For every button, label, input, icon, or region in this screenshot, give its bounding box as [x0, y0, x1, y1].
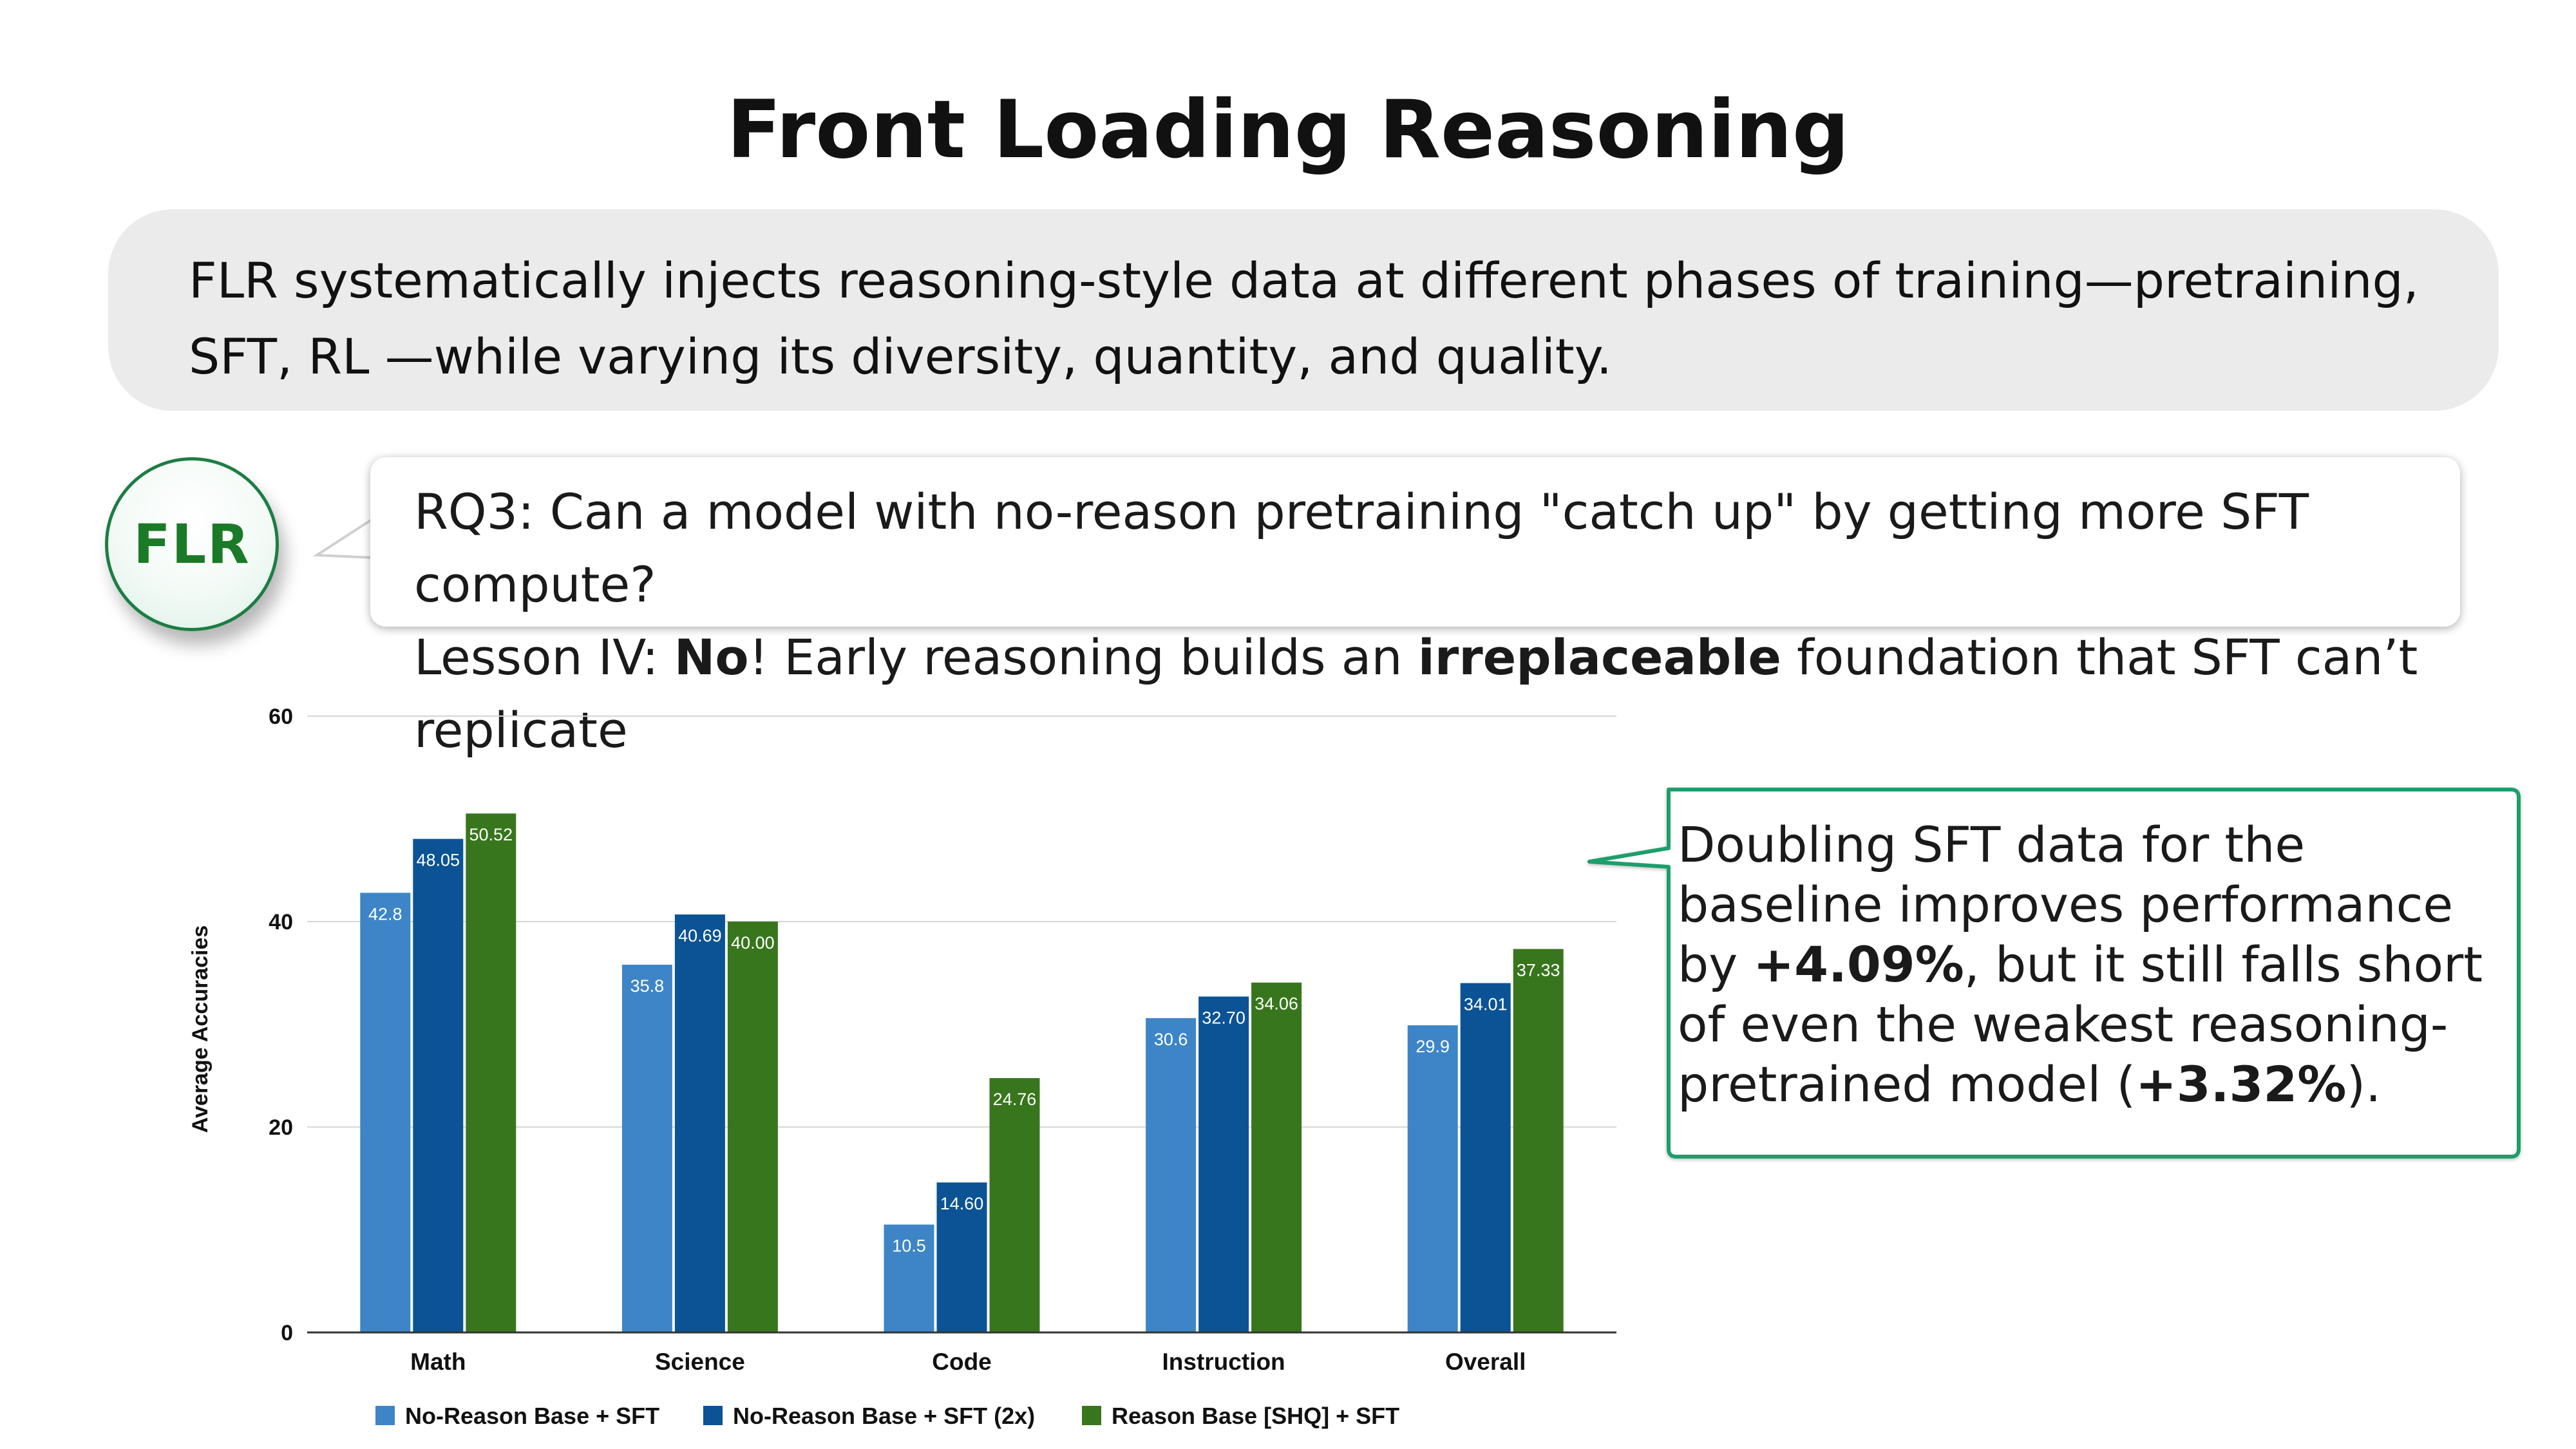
- y-tick-label: 20: [269, 1115, 293, 1140]
- bar: [1198, 996, 1249, 1332]
- legend-swatch: [1082, 1406, 1101, 1425]
- bar: [1251, 982, 1302, 1332]
- bar: [466, 813, 516, 1332]
- bar-value-label: 42.8: [368, 904, 402, 923]
- bar-value-label: 29.9: [1416, 1037, 1450, 1056]
- bar: [1407, 1025, 1458, 1332]
- bars: [360, 813, 1564, 1332]
- bar-value-label: 30.6: [1154, 1030, 1188, 1049]
- lesson-suffix: foundation that SFT can’t replicate: [414, 629, 2418, 759]
- y-tick-label: 60: [269, 705, 293, 729]
- research-question-bubble: RQ3: Can a model with no-reason pretrain…: [370, 457, 2460, 759]
- bar: [621, 964, 672, 1332]
- slide-title: Front Loading Reasoning: [726, 84, 1850, 176]
- bar: [1146, 1018, 1197, 1332]
- x-tick-label: Instruction: [1162, 1349, 1285, 1375]
- bar: [989, 1078, 1040, 1332]
- bar-value-label: 35.8: [630, 976, 665, 996]
- legend-label: Reason Base [SHQ] + SFT: [1112, 1403, 1399, 1429]
- axes: 0 20 40 60 Math Science Code Instruction Overall: [269, 705, 1616, 1375]
- bar: [727, 922, 778, 1332]
- bar: [1460, 983, 1511, 1332]
- rq-line: RQ3: Can a model with no-reason pretrain…: [414, 483, 2309, 613]
- x-tick-label: Overall: [1445, 1349, 1526, 1375]
- callout-b1: +4.09%: [1753, 936, 1964, 993]
- lesson-no: No: [674, 629, 749, 686]
- bar-value-label: 40.00: [731, 933, 775, 952]
- summary-box: FLR systematically injects reasoning-sty…: [108, 209, 2499, 411]
- callout-t2: , but it still falls short of even the w…: [1678, 936, 2483, 1113]
- callout-b2: +3.32%: [2136, 1056, 2347, 1113]
- callout-t1: Doubling SFT data for the baseline impro…: [1678, 816, 2454, 993]
- legend-swatch: [703, 1406, 723, 1425]
- bar: [360, 893, 411, 1332]
- legend: No-Reason Base + SFT No-Reason Base + SFT…: [375, 1403, 1399, 1429]
- lesson-prefix: Lesson IV:: [414, 629, 674, 686]
- lesson-mid: ! Early reasoning builds an: [748, 629, 1418, 686]
- y-tick-label: 40: [269, 910, 293, 934]
- bar: [674, 914, 725, 1332]
- bar: [884, 1224, 934, 1332]
- lesson-bold: irreplaceable: [1417, 629, 1781, 686]
- x-tick-label: Science: [655, 1349, 745, 1375]
- x-tick-label: Math: [410, 1349, 466, 1375]
- bar-value-label: 34.06: [1255, 994, 1298, 1014]
- data-labels: 42.8 48.05 50.52 35.8 40.69 40.00 10.5 14.60 24.…: [368, 825, 1560, 1255]
- bar-value-label: 34.01: [1464, 995, 1508, 1014]
- callout-text: Doubling SFT data for the baseline impro…: [1678, 815, 2502, 1114]
- bar-value-label: 50.52: [469, 825, 513, 844]
- flr-badge: FLR: [105, 457, 279, 631]
- legend-label: No-Reason Base + SFT: [405, 1403, 659, 1429]
- y-axis-title: Average Accuracies: [188, 925, 213, 1133]
- x-tick-label: Code: [932, 1349, 992, 1375]
- bar-value-label: 32.70: [1202, 1008, 1245, 1027]
- callout-box: [1587, 788, 2521, 1159]
- gridlines: [307, 715, 1616, 1128]
- bar: [1513, 949, 1564, 1332]
- legend-label: No-Reason Base + SFT (2x): [733, 1403, 1035, 1429]
- bar-value-label: 14.60: [940, 1194, 984, 1213]
- legend-swatch: [375, 1406, 395, 1425]
- badge-label: FLR: [133, 513, 251, 576]
- lesson-line: Lesson IV: No! Early reasoning builds an…: [414, 621, 2460, 766]
- callout-t3: ).: [2346, 1056, 2382, 1113]
- bar-value-label: 10.5: [892, 1236, 926, 1256]
- summary-text: FLR systematically injects reasoning-sty…: [189, 252, 2419, 385]
- bar-value-label: 40.69: [678, 926, 722, 945]
- bar-value-label: 48.05: [417, 851, 460, 870]
- bar: [413, 838, 464, 1332]
- y-tick-label: 0: [281, 1321, 293, 1345]
- bar-value-label: 37.33: [1517, 961, 1560, 980]
- bar: [936, 1182, 987, 1332]
- bar-value-label: 24.76: [993, 1090, 1037, 1109]
